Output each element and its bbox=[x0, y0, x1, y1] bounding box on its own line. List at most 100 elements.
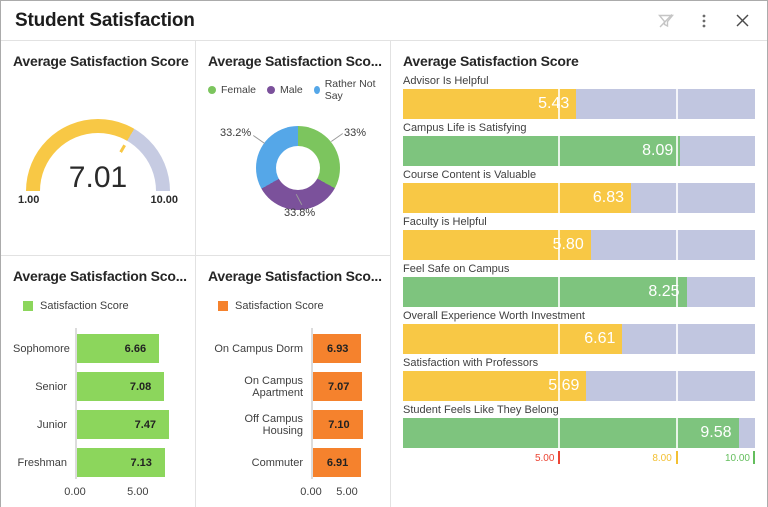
donut-slice-label: 33.2% bbox=[220, 127, 252, 139]
column-middle: Average Satisfaction Sco... Female Male Ra… bbox=[196, 41, 391, 507]
bullet-gridline bbox=[675, 324, 678, 354]
hbar-row: Junior 7.47 bbox=[13, 410, 183, 439]
bullet-gridline bbox=[675, 136, 678, 166]
bullet-panel-title: Average Satisfaction Score bbox=[403, 53, 579, 69]
hbar-category-label: On Campus Apartment bbox=[244, 374, 303, 399]
housing-x-axis: 0.00 5.00 bbox=[300, 486, 378, 499]
legend-label: Male bbox=[280, 84, 303, 96]
more-vertical-icon[interactable] bbox=[693, 10, 715, 32]
hbar-plot: 6.66 bbox=[75, 334, 183, 363]
bullet-fill: 6.61 bbox=[403, 324, 623, 354]
bullet-value: 6.61 bbox=[584, 330, 616, 347]
column-left: Average Satisfaction Score 7.01 1.00 10.… bbox=[1, 41, 196, 507]
hbar-value: 6.93 bbox=[327, 342, 349, 355]
bullet-gridline bbox=[675, 230, 678, 260]
donut-hole bbox=[276, 146, 320, 190]
hbar-bar: 7.07 bbox=[313, 372, 363, 401]
donut-slice-label: 33.8% bbox=[284, 207, 316, 219]
legend-label: Rather Not Say bbox=[324, 78, 376, 102]
bullet-track: 5.69 bbox=[403, 371, 755, 401]
bullet-track: 9.58 bbox=[403, 418, 755, 448]
hbar-value: 6.66 bbox=[124, 342, 147, 355]
bullet-gridline bbox=[675, 418, 678, 448]
hbar-plot: 7.08 bbox=[75, 372, 183, 401]
bullet-category-label: Course Content is Valuable bbox=[403, 169, 537, 181]
bullet-gridline bbox=[558, 418, 561, 448]
filter-off-icon[interactable] bbox=[655, 10, 677, 32]
window-header: Student Satisfaction bbox=[1, 1, 767, 41]
bullet-fill: 6.83 bbox=[403, 183, 632, 213]
bullet-gridline bbox=[558, 136, 561, 166]
bullet-panel: Average Satisfaction Score Advisor Is He… bbox=[391, 41, 767, 507]
bullet-gridline bbox=[675, 371, 678, 401]
bullet-value: 5.69 bbox=[548, 377, 580, 394]
hbar-row: Sophomore 6.66 bbox=[13, 334, 183, 363]
bullet-gridline bbox=[558, 324, 561, 354]
legend-dot-icon bbox=[313, 86, 320, 94]
donut-panel: Average Satisfaction Sco... Female Male Ra… bbox=[196, 41, 391, 256]
donut-legend-item: Female bbox=[208, 84, 256, 96]
hbar-category-label: Sophomore bbox=[13, 342, 70, 355]
bullet-fill: 8.09 bbox=[403, 136, 681, 166]
bullet-track: 6.61 bbox=[403, 324, 755, 354]
x-axis-tick-label: 5.00 bbox=[127, 486, 149, 498]
hbar-category-label: Off Campus Housing bbox=[244, 412, 304, 437]
class-year-panel: Average Satisfaction Sco... Satisfaction… bbox=[1, 256, 196, 507]
hbar-category-label: Commuter bbox=[251, 456, 303, 469]
bullet-gridline bbox=[558, 183, 561, 213]
bullet-gridline bbox=[558, 230, 561, 260]
hbar-bar: 7.08 bbox=[77, 372, 165, 401]
bullet-track: 5.80 bbox=[403, 230, 755, 260]
bullet-fill: 5.43 bbox=[403, 89, 577, 119]
hbar-row: On Campus Dorm 6.93 bbox=[208, 334, 378, 363]
bullet-track: 8.09 bbox=[403, 136, 755, 166]
hbar-bar: 7.13 bbox=[77, 448, 165, 477]
bullet-track: 5.43 bbox=[403, 89, 755, 119]
hbar-value: 7.07 bbox=[327, 380, 350, 393]
bullet-fill: 8.25 bbox=[403, 277, 687, 307]
bullet-row: Advisor Is Helpful 5.43 bbox=[403, 75, 755, 119]
hbar-bar: 7.10 bbox=[313, 410, 363, 439]
bullet-category-label: Overall Experience Worth Investment bbox=[403, 310, 585, 322]
close-icon[interactable] bbox=[731, 10, 753, 32]
bullet-category-label: Student Feels Like They Belong bbox=[403, 404, 559, 416]
column-right: Average Satisfaction Score Advisor Is He… bbox=[391, 41, 767, 507]
hbar-bar: 6.91 bbox=[313, 448, 362, 477]
bullet-value: 6.83 bbox=[592, 189, 625, 206]
bullet-gridline bbox=[675, 183, 678, 213]
gauge-panel: Average Satisfaction Score 7.01 1.00 10.… bbox=[1, 41, 196, 256]
bullet-axis: 5.00 8.00 10.00 bbox=[403, 451, 755, 465]
bullet-gridline bbox=[675, 277, 678, 307]
bullet-row: Faculty is Helpful 5.80 bbox=[403, 216, 755, 260]
hbar-plot: 6.91 bbox=[311, 448, 378, 477]
bullet-row: Overall Experience Worth Investment 6.61 bbox=[403, 310, 755, 354]
hbar-row: Freshman 7.13 bbox=[13, 448, 183, 477]
bullet-row: Campus Life is Satisfying 8.09 bbox=[403, 122, 755, 166]
hbar-plot: 7.47 bbox=[75, 410, 183, 439]
hbar-row: On Campus Apartment 7.07 bbox=[208, 372, 378, 401]
bullet-track: 8.25 bbox=[403, 277, 755, 307]
axis-tick-label: 8.00 bbox=[652, 453, 672, 464]
hbar-plot: 7.10 bbox=[311, 410, 378, 439]
hbar-plot: 7.07 bbox=[311, 372, 378, 401]
gauge-max-label: 10.00 bbox=[150, 194, 178, 206]
hbar-category-label: Senior bbox=[35, 380, 67, 393]
class-year-panel-title: Average Satisfaction Sco... bbox=[13, 268, 187, 284]
bullet-gridline bbox=[558, 277, 561, 307]
bullet-row: Satisfaction with Professors 5.69 bbox=[403, 357, 755, 401]
legend-square-icon bbox=[218, 301, 228, 311]
axis-tick-label: 10.00 bbox=[724, 453, 750, 464]
donut-chart bbox=[256, 126, 340, 210]
class-year-legend: Satisfaction Score bbox=[23, 300, 183, 312]
axis-tick bbox=[558, 451, 561, 464]
legend-label: Female bbox=[221, 84, 257, 96]
axis-tick-label: 5.00 bbox=[534, 453, 555, 464]
bullet-track: 6.83 bbox=[403, 183, 755, 213]
bullet-fill: 9.58 bbox=[403, 418, 739, 448]
donut-slice-label: 33% bbox=[344, 127, 367, 139]
bullet-row: Feel Safe on Campus 8.25 bbox=[403, 263, 755, 307]
hbar-bar: 7.47 bbox=[77, 410, 170, 439]
x-axis-tick-label: 5.00 bbox=[336, 486, 358, 498]
donut-legend-item: Male bbox=[267, 84, 303, 96]
bullet-row: Course Content is Valuable 6.83 bbox=[403, 169, 755, 213]
